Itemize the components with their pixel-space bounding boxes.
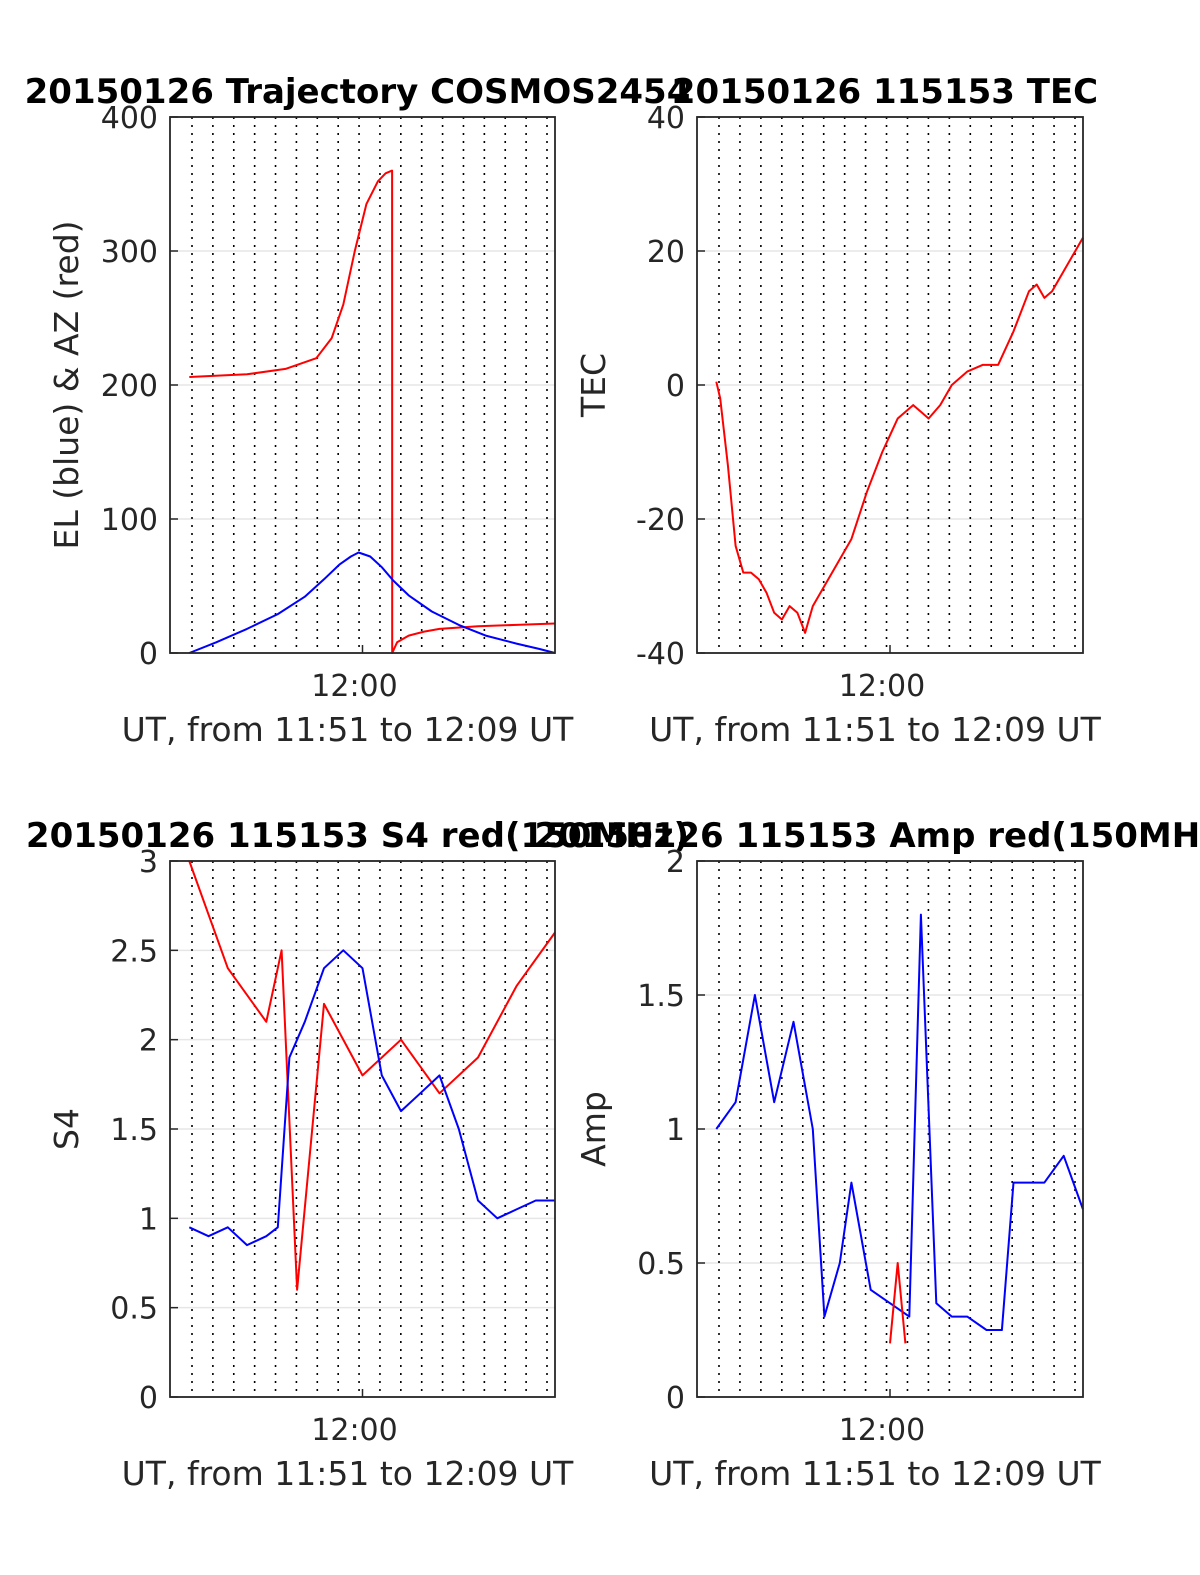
chart-title: 20150126 Trajectory COSMOS2454	[25, 72, 691, 112]
trajectory-series-blue-line	[188, 551, 556, 654]
y-axis-label: Amp	[574, 1091, 613, 1167]
y-tick-label: 200	[101, 369, 158, 404]
y-axis-label: TEC	[574, 353, 613, 418]
y-axis-label: S4	[47, 1108, 86, 1150]
y-tick-label: 2	[139, 1024, 158, 1059]
y-tick-label: 400	[101, 101, 158, 136]
y-tick-label: 1.5	[637, 979, 685, 1014]
chart-title: 20150126 115153 Amp red(150MHz)	[534, 816, 1200, 856]
x-tick-label: 12:00	[311, 1413, 397, 1448]
y-axis-label: EL (blue) & AZ (red)	[47, 220, 86, 549]
x-tick-label: 12:00	[311, 669, 397, 704]
trajectory-series-red-line	[189, 169, 556, 654]
y-tick-label: 40	[647, 101, 685, 136]
amp-panel: 0 0.5 1 1.5 2 12:00 UT, from 11:51 to 12:09 UT…	[534, 816, 1200, 1493]
y-tick-label: -40	[636, 637, 685, 672]
x-tick-label: 12:00	[839, 669, 925, 704]
y-tick-label: 1	[666, 1113, 685, 1148]
y-tick-label: 2.5	[110, 934, 158, 969]
x-tick-label: 12:00	[839, 1413, 925, 1448]
amp-series-blue-line	[715, 913, 1084, 1331]
y-tick-label: 3	[139, 845, 158, 880]
s4-panel: 0 0.5 1 1.5 2 2.5 3 12:00 UT, from 11:51 to 12:0…	[26, 816, 689, 1493]
y-tick-label: 0	[139, 637, 158, 672]
y-tick-label: -20	[636, 503, 685, 538]
y-tick-label: 1	[139, 1202, 158, 1237]
y-tick-label: 0.5	[637, 1247, 685, 1282]
y-tick-label: 0	[666, 1381, 685, 1416]
s4-series-blue-line	[188, 949, 555, 1247]
chart-title: 20150126 115153 S4 red(150MHz)	[26, 816, 689, 856]
y-tick-label: 0	[666, 369, 685, 404]
y-tick-label: 2	[666, 845, 685, 880]
tec-series-red-line	[715, 237, 1084, 634]
s4-series-red-line	[188, 860, 556, 1291]
x-axis-label: UT, from 11:51 to 12:09 UT	[122, 710, 575, 749]
y-tick-label: 100	[101, 503, 158, 538]
y-tick-label: 1.5	[110, 1113, 158, 1148]
y-tick-label: 20	[647, 235, 685, 270]
amp-series-red-line	[889, 1262, 907, 1344]
y-tick-label: 300	[101, 235, 158, 270]
tec-panel: -40 -20 0 20 40 12:00 UT, from 11:51 to 12:09 …	[574, 72, 1102, 749]
y-tick-label: 0.5	[110, 1292, 158, 1327]
chart-title: 20150126 115153 TEC	[672, 72, 1098, 112]
x-axis-label: UT, from 11:51 to 12:09 UT	[649, 710, 1102, 749]
x-axis-label: UT, from 11:51 to 12:09 UT	[649, 1454, 1102, 1493]
x-axis-label: UT, from 11:51 to 12:09 UT	[122, 1454, 575, 1493]
y-tick-label: 0	[139, 1381, 158, 1416]
